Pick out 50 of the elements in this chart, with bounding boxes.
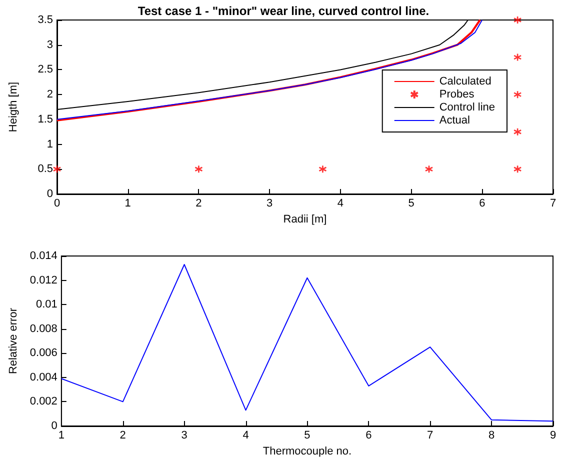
legend-label: Probes	[439, 88, 475, 100]
y-tick-label: 0	[46, 188, 53, 200]
point	[513, 53, 522, 62]
x-tick-label: 4	[337, 198, 344, 210]
y-tick-label: 0.006	[30, 347, 58, 360]
x-tick-label: 7	[550, 198, 556, 210]
y-tick-label: 0	[51, 420, 58, 432]
y-tick-label: 3	[46, 38, 53, 51]
point	[513, 90, 522, 99]
y-axis-title: Relative error	[8, 308, 20, 374]
x-tick-label: 2	[120, 430, 126, 442]
y-tick-label: 3.5	[38, 14, 53, 26]
y-tick-label: 2.5	[38, 64, 53, 76]
x-tick-label: 4	[242, 430, 249, 442]
point	[513, 128, 522, 136]
x-tick-label: 9	[550, 430, 556, 442]
point	[52, 164, 62, 174]
y-axis-title: Heigth [m]	[8, 82, 20, 132]
x-tick-label: 2	[196, 198, 202, 210]
chart-title: Test case 1 - "minor" wear line, curved control line.	[138, 4, 430, 18]
x-tick-label: 3	[266, 198, 273, 210]
point	[513, 164, 522, 174]
y-tick-label: 2	[46, 88, 53, 101]
point	[194, 164, 203, 174]
y-tick-label: 1	[46, 138, 53, 150]
y-tick-label: 1.5	[38, 113, 53, 126]
point	[424, 164, 434, 174]
x-tick-label: 6	[366, 430, 372, 442]
x-tick-label: 5	[408, 198, 414, 210]
legend-label: Calculated	[439, 76, 492, 88]
y-tick-label: 0.01	[36, 298, 58, 311]
point	[513, 16, 522, 24]
line-series	[60, 264, 554, 422]
y-tick-label: 0.012	[30, 274, 58, 286]
y-tick-label: 0.004	[30, 371, 58, 384]
x-axis-title: Radii [m]	[283, 214, 327, 226]
point	[318, 164, 327, 174]
x-tick-label: 5	[304, 430, 310, 442]
x-tick-label: 8	[488, 430, 495, 442]
y-tick-label: 0.014	[30, 250, 58, 262]
x-tick-label: 7	[427, 430, 434, 442]
legend-label: Control line	[439, 102, 495, 114]
x-tick-label: 3	[181, 430, 188, 442]
y-tick-label: 0.002	[30, 396, 58, 408]
y-tick-label: 0.008	[30, 322, 58, 335]
legend-label: Actual	[439, 114, 470, 126]
x-tick-label: 1	[124, 198, 131, 210]
x-axis-title: Thermocouple no.	[262, 446, 352, 458]
y-tick-label: 0.5	[38, 163, 53, 176]
x-tick-label: 6	[479, 198, 486, 210]
